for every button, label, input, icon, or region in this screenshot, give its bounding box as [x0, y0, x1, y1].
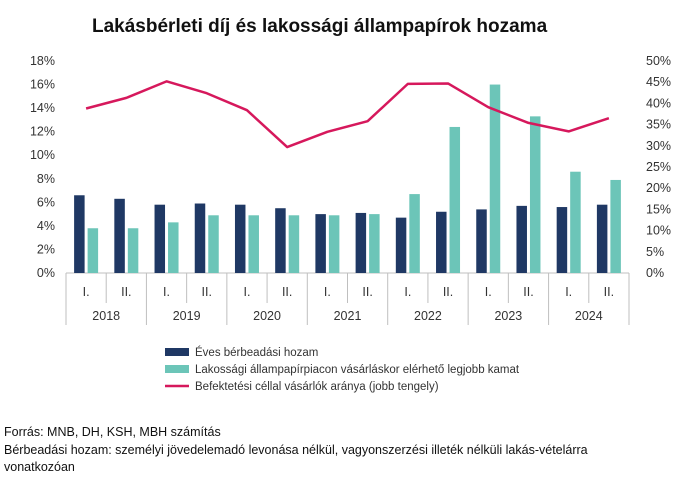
y-right-tick-label: 40% [646, 96, 671, 110]
bar-bond-rate [529, 116, 541, 273]
bar-rental-yield [436, 211, 447, 273]
bars [74, 84, 621, 273]
axes: 0% 2% 4% 6% 8% 10% 12% 14% 16% 18% 0% 5% 10% 15% 20% 25… [30, 54, 671, 325]
y-right-tick-label: 25% [646, 160, 671, 174]
bar-bond-rate [369, 214, 380, 273]
bar-rental-yield [476, 209, 487, 273]
bar-bond-rate [328, 215, 340, 273]
y-right-tick-label: 30% [646, 139, 671, 153]
x-category-label: I. [324, 285, 331, 299]
chart-title: Lakásbérleti díj és lakossági állampapír… [92, 16, 548, 37]
x-category-label: I. [565, 285, 572, 299]
y-right-tick-label: 20% [646, 181, 671, 195]
y-left-tick-label: 18% [30, 54, 55, 68]
definition-note: Bérbeadási hozam: személyi jövedelemadó … [4, 443, 588, 474]
x-category-label: I. [83, 285, 90, 299]
x-category-label: I. [404, 285, 411, 299]
bar-rental-yield [194, 203, 206, 273]
line-investor-share [85, 80, 610, 149]
x-category-label: II. [443, 285, 453, 299]
y-right-tick-label: 45% [646, 75, 671, 89]
y-right-tick-label: 15% [646, 202, 671, 216]
bar-rental-yield [355, 212, 367, 273]
bar-bond-rate [489, 84, 501, 273]
bar-rental-yield [596, 204, 608, 273]
legend-label: Éves bérbeadási hozam [195, 346, 318, 359]
x-year-label: 2024 [575, 309, 603, 323]
legend-label: Befektetési céllal vásárlók aránya (jobb… [195, 381, 439, 393]
y-left-tick-label: 16% [30, 78, 55, 92]
x-category-label: I. [243, 285, 250, 299]
source-note: Forrás: MNB, DH, KSH, MBH számítás [4, 425, 221, 439]
x-year-label: 2020 [253, 309, 281, 323]
bar-bond-rate [208, 215, 219, 273]
x-category-label: II. [362, 285, 372, 299]
bar-rental-yield [74, 195, 85, 273]
bar-bond-rate [570, 171, 581, 273]
x-category-label: II. [282, 285, 292, 299]
legend-swatch [165, 348, 189, 356]
x-category-label: I. [163, 285, 170, 299]
x-year-label: 2018 [92, 309, 120, 323]
y-right-tick-label: 5% [646, 245, 664, 259]
y-left-tick-label: 4% [37, 219, 55, 233]
bar-rental-yield [315, 214, 326, 273]
x-category-label: II. [604, 285, 614, 299]
x-year-label: 2022 [414, 309, 442, 323]
bar-rental-yield [395, 217, 407, 273]
bar-rental-yield [275, 208, 286, 273]
bar-bond-rate [288, 215, 300, 273]
bar-bond-rate [610, 179, 621, 273]
y-right-tick-label: 10% [646, 224, 671, 238]
x-year-label: 2019 [173, 309, 201, 323]
x-year-label: 2021 [334, 309, 362, 323]
bar-rental-yield [114, 198, 125, 273]
y-right-tick-label: 35% [646, 118, 671, 132]
legend: Éves bérbeadási hozam Lakossági állampapí… [165, 346, 520, 393]
y-right-tick-label: 50% [646, 54, 671, 68]
bar-bond-rate [248, 215, 259, 273]
bar-rental-yield [516, 205, 527, 273]
bar-bond-rate [168, 222, 179, 273]
bar-bond-rate [409, 194, 420, 273]
legend-label: Lakossági állampapírpiacon vásárláskor e… [195, 364, 520, 376]
x-category-label: I. [485, 285, 492, 299]
y-left-tick-label: 2% [37, 242, 55, 256]
bar-bond-rate [449, 126, 461, 273]
bar-bond-rate [127, 228, 139, 273]
line-series [85, 80, 610, 149]
bar-rental-yield [234, 204, 246, 273]
y-left-tick-label: 0% [37, 266, 55, 280]
y-right-tick-label: 0% [646, 266, 664, 280]
bar-bond-rate [87, 228, 99, 273]
legend-swatch [165, 365, 189, 373]
x-category-label: II. [523, 285, 533, 299]
y-left-tick-label: 14% [30, 101, 55, 115]
y-left-tick-label: 10% [30, 148, 55, 162]
bar-rental-yield [154, 204, 166, 273]
x-category-label: II. [202, 285, 212, 299]
x-year-label: 2023 [494, 309, 522, 323]
y-left-tick-label: 12% [30, 125, 55, 139]
x-category-label: II. [121, 285, 131, 299]
bar-rental-yield [556, 207, 568, 273]
y-left-tick-label: 6% [37, 195, 55, 209]
y-left-tick-label: 8% [37, 172, 55, 186]
